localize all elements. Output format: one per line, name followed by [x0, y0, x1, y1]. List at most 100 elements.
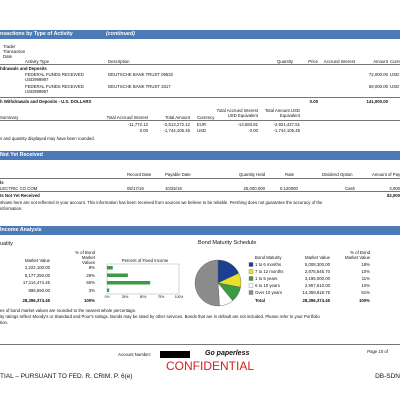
column-header: Record Date [127, 172, 152, 177]
cell: 0.00 [139, 128, 148, 133]
cell: -1,744,105.45 [163, 128, 190, 133]
paperless-logo: Go paperless [205, 350, 250, 357]
cell: -11,772.12 [127, 122, 148, 127]
cell: 11% [361, 276, 370, 281]
legal-notice: TIAL – PURSUANT TO FED. R. CRIM. P. 6(e) [0, 373, 133, 380]
column-header: Date [3, 54, 13, 59]
chart-frame [106, 263, 180, 295]
cell: 2,222,100.00 [24, 265, 50, 270]
bar [107, 266, 113, 270]
rule [0, 191, 400, 192]
total-value: 100% [84, 298, 95, 303]
cell: 8% [88, 265, 95, 270]
cell: 0.00 [249, 128, 258, 133]
cell: EUR [197, 122, 207, 127]
total-label: ts Not Yet Received [0, 193, 40, 198]
column-header: Quantity Held [238, 172, 265, 177]
total-value: 28,396,374.45 [302, 298, 330, 303]
cell: 5,008,300.00 [304, 262, 330, 267]
page-number: Page 10 of [367, 349, 388, 354]
section-bar [0, 226, 400, 235]
column-header: Total Amount USD Equivalent [264, 108, 300, 118]
column-header: Accrued Interest [323, 59, 355, 64]
cell: 3,000 [389, 186, 400, 191]
cell: 25,000.000 [243, 186, 265, 191]
cell: 17,114,474.45 [22, 280, 50, 285]
cell: USD [390, 84, 400, 89]
summary-label: Summary [0, 115, 19, 120]
cell: 60% [86, 280, 95, 285]
pie-slice [194, 259, 220, 307]
note: tion. [0, 320, 9, 325]
total-label: Total [255, 298, 265, 303]
cell: 8,177,250.00 [24, 272, 50, 278]
column-header: Amount of Pay [372, 172, 400, 177]
bar [107, 273, 128, 277]
legend-label: 7 to 12 months [255, 269, 284, 274]
cell: Cash [345, 186, 356, 191]
note: es of bond market values are rounded to … [0, 308, 137, 313]
tick-label: 100% [174, 295, 184, 299]
total-label: h Withdrawals and Deposits - U.S. DOLLAR… [0, 99, 92, 104]
total-value: 100% [359, 298, 370, 303]
cell: 0.120000 [280, 186, 298, 191]
group-label: ls [0, 180, 4, 185]
cell: 29% [86, 272, 95, 278]
column-header: Bond Maturity [255, 255, 282, 260]
bar [107, 281, 151, 285]
column-header: Dividend Option [322, 172, 353, 177]
subsection-title: Bond Maturity Schedule [198, 240, 257, 246]
cell: FEDERAL FUNDS RECEIVED [25, 72, 84, 77]
cell: 886,550.00 [28, 287, 50, 293]
column-header: Payable Date [165, 172, 191, 177]
column-header: % of Bond Market Values [75, 250, 95, 265]
total-value: 28,396,374.45 [22, 298, 50, 303]
column-header: Quantity [276, 59, 293, 64]
cell: -2,921,427.51 [273, 122, 300, 127]
cell: 05/17/19 [127, 186, 144, 191]
section-title: Not Yet Received [0, 152, 43, 158]
bar [107, 288, 110, 292]
tick-label: 0% [104, 295, 110, 299]
cell: USD [197, 128, 207, 133]
group-label: hdrawals and Deposits [0, 66, 47, 71]
cell: 3,195,000.00 [304, 276, 330, 281]
column-header: Percent of Fixed Income [121, 258, 169, 263]
legend-swatch [248, 290, 254, 295]
confidential-stamp: CONFIDENTIAL [165, 359, 255, 373]
section-bar [0, 30, 400, 39]
tick-label: 25% [121, 295, 129, 299]
redaction [160, 351, 190, 358]
cell: DEUTSCHE BANK TRUST 09532 [108, 72, 174, 77]
column-header: Transaction [3, 49, 26, 54]
cell: 3% [88, 287, 95, 293]
column-header: Description [108, 59, 130, 64]
column-header: Rate [285, 172, 295, 177]
note: s and quantity displayed may have been r… [0, 136, 95, 141]
column-header: Activity Type [25, 59, 50, 64]
column-header: Total Accrued Interest [106, 115, 148, 120]
column-header: Trader [3, 44, 16, 49]
section-title: nsactions by Type of Activity [0, 31, 73, 37]
total-value: 0.00 [309, 99, 318, 104]
cell: 72,000.00 [368, 72, 388, 77]
cell: -1,744,105.45 [273, 128, 300, 133]
note: shown here are not reflected in your acc… [0, 200, 323, 205]
column-header: Total Amount [165, 115, 190, 120]
rule [0, 344, 400, 345]
cell: DEUTSCHE BANK TRUST 3317 [108, 84, 171, 89]
section-bar [0, 151, 400, 160]
column-header: Currency [197, 115, 215, 120]
legend-swatch [248, 283, 254, 288]
section-title: (continued) [106, 31, 135, 37]
cell: 10/25/19 [165, 186, 182, 191]
cell: 18% [361, 262, 370, 267]
column-header: % of Bond Market Value [345, 250, 370, 260]
tick-label: 75% [157, 295, 165, 299]
bates-number: DB-SDN [375, 373, 400, 380]
subsection-title: uality [0, 241, 13, 247]
rule [0, 178, 400, 179]
total-value: $3,000 [386, 193, 400, 198]
